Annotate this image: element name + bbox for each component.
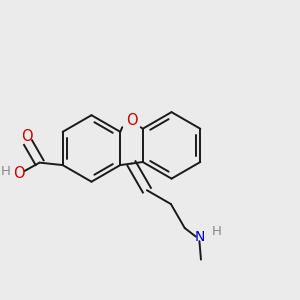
Text: O: O bbox=[14, 166, 25, 181]
Text: H: H bbox=[212, 225, 221, 239]
Text: N: N bbox=[194, 230, 205, 244]
Text: O: O bbox=[21, 129, 32, 144]
Text: O: O bbox=[126, 112, 137, 128]
Text: H: H bbox=[1, 165, 11, 178]
